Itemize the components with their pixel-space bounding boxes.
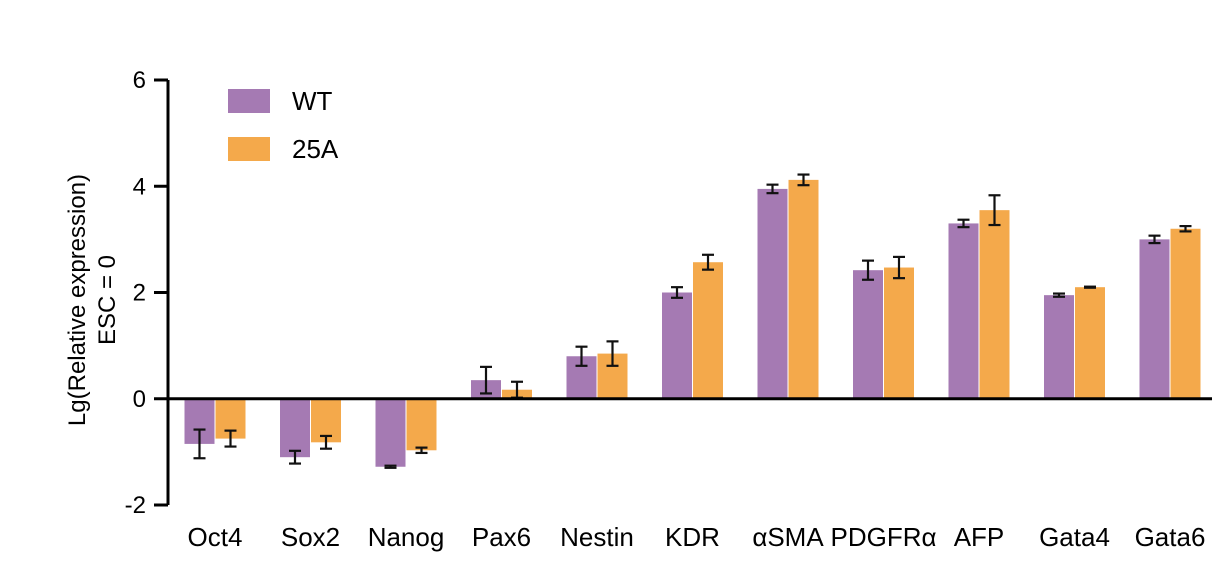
bar-wt-9: [1044, 295, 1074, 399]
x-tick-label: KDR: [665, 522, 720, 552]
y-tick-label: 6: [133, 67, 146, 94]
error-bar-wt-4: [575, 345, 588, 367]
error-bar-25a-9: [1084, 285, 1096, 289]
x-tick-label: Oct4: [188, 522, 243, 552]
bar-25a-9: [1075, 287, 1105, 399]
error-bar-25a-2: [415, 446, 428, 455]
x-tick-label: Nanog: [368, 522, 445, 552]
x-tick-label: PDGFRα: [830, 522, 936, 552]
error-bar-wt-8: [957, 218, 970, 229]
y-axis: -2 0 2 4 6: [125, 67, 170, 519]
legend-label-25a: 25A: [292, 134, 339, 164]
bar-25a-5: [693, 262, 723, 399]
error-bar-wt-0: [193, 428, 206, 460]
x-axis-category-labels: Oct4 Sox2 Nanog Pax6 Nestin KDR αSMA PDGFRα AFP G…: [188, 522, 1206, 552]
bar-wt-6: [757, 188, 788, 399]
error-bar-wt-3: [480, 365, 492, 395]
x-tick-label: AFP: [954, 522, 1005, 552]
legend-label-wt: WT: [292, 86, 333, 116]
x-tick-label: Nestin: [560, 522, 634, 552]
y-axis-label-line-1: Lg(Relative expression): [64, 174, 91, 426]
bar-wt-10: [1139, 239, 1170, 399]
error-bar-wt-5: [671, 286, 683, 299]
error-bar-wt-1: [289, 449, 301, 465]
error-bar-wt-6: [766, 183, 779, 195]
error-bar-25a-7: [893, 255, 905, 280]
error-bar-25a-8: [988, 194, 1001, 227]
bar-25a-10: [1170, 228, 1201, 399]
bar-25a-6: [788, 179, 819, 399]
x-tick-label: αSMA: [752, 522, 824, 552]
error-bar-25a-6: [797, 173, 810, 187]
error-bars: [193, 173, 1192, 469]
legend: WT 25A: [228, 86, 339, 164]
x-tick-label: Sox2: [281, 522, 340, 552]
bars: [184, 179, 1201, 467]
x-tick-label: Gata6: [1135, 522, 1206, 552]
y-tick-label: -2: [125, 492, 146, 519]
y-tick-label: 4: [133, 173, 146, 200]
y-tick-label: 2: [133, 280, 146, 307]
bar-wt-8: [948, 223, 979, 399]
error-bar-25a-5: [702, 253, 714, 271]
error-bar-wt-2: [384, 464, 397, 469]
x-tick-label: Gata4: [1039, 522, 1110, 552]
bar-25a-2: [406, 398, 437, 451]
bar-25a-8: [979, 210, 1010, 399]
error-bar-25a-0: [224, 429, 237, 448]
bar-25a-7: [884, 267, 914, 399]
y-tick-label: 0: [133, 386, 146, 413]
y-axis-label: Lg(Relative expression) ESC = 0: [64, 174, 121, 426]
legend-swatch-wt: [228, 89, 270, 113]
bar-wt-2: [375, 398, 406, 467]
bar-wt-7: [853, 270, 883, 399]
legend-swatch-25a: [228, 137, 270, 161]
error-bar-25a-4: [606, 340, 619, 367]
error-bar-wt-9: [1053, 292, 1065, 298]
error-bar-25a-10: [1179, 224, 1192, 233]
error-bar-25a-1: [320, 434, 332, 450]
error-bar-wt-10: [1148, 234, 1161, 245]
x-tick-label: Pax6: [472, 522, 531, 552]
bar-wt-1: [280, 398, 310, 458]
bar-wt-5: [662, 292, 692, 399]
error-bar-wt-7: [862, 259, 874, 281]
y-axis-label-line-2: ESC = 0: [94, 255, 121, 345]
